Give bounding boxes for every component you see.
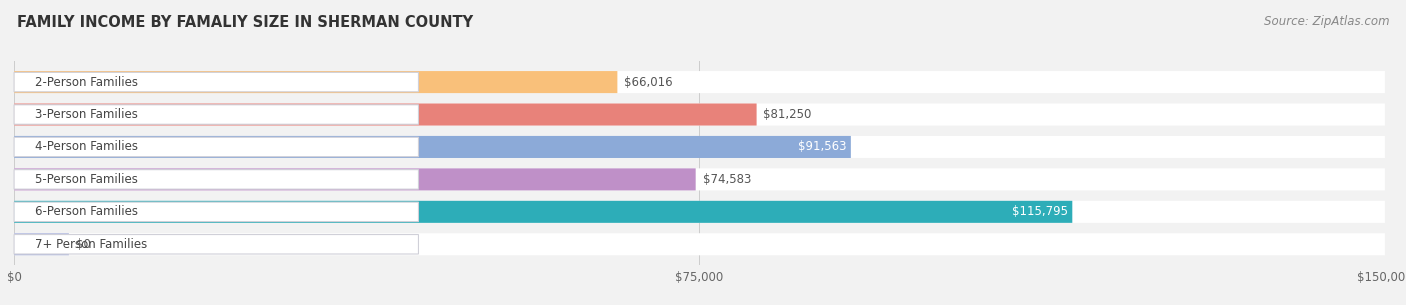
FancyBboxPatch shape [14, 103, 1385, 126]
Text: 6-Person Families: 6-Person Families [35, 205, 138, 218]
Text: 3-Person Families: 3-Person Families [35, 108, 138, 121]
FancyBboxPatch shape [14, 103, 756, 126]
Text: 5-Person Families: 5-Person Families [35, 173, 138, 186]
FancyBboxPatch shape [14, 136, 1385, 158]
FancyBboxPatch shape [14, 168, 1385, 190]
Text: $0: $0 [76, 238, 90, 251]
Text: $91,563: $91,563 [799, 141, 846, 153]
FancyBboxPatch shape [14, 233, 69, 255]
FancyBboxPatch shape [14, 105, 419, 124]
Text: 7+ Person Families: 7+ Person Families [35, 238, 146, 251]
Text: 4-Person Families: 4-Person Families [35, 141, 138, 153]
Text: $74,583: $74,583 [703, 173, 751, 186]
FancyBboxPatch shape [14, 71, 617, 93]
FancyBboxPatch shape [14, 235, 419, 254]
FancyBboxPatch shape [14, 71, 1385, 93]
Text: FAMILY INCOME BY FAMALIY SIZE IN SHERMAN COUNTY: FAMILY INCOME BY FAMALIY SIZE IN SHERMAN… [17, 15, 472, 30]
FancyBboxPatch shape [14, 72, 419, 92]
Text: $81,250: $81,250 [763, 108, 811, 121]
Text: 2-Person Families: 2-Person Families [35, 76, 138, 88]
FancyBboxPatch shape [14, 136, 851, 158]
FancyBboxPatch shape [14, 202, 419, 221]
FancyBboxPatch shape [14, 201, 1385, 223]
Text: $66,016: $66,016 [624, 76, 673, 88]
Text: $115,795: $115,795 [1012, 205, 1069, 218]
FancyBboxPatch shape [14, 233, 1385, 255]
FancyBboxPatch shape [14, 170, 419, 189]
Text: Source: ZipAtlas.com: Source: ZipAtlas.com [1264, 15, 1389, 28]
FancyBboxPatch shape [14, 137, 419, 157]
FancyBboxPatch shape [14, 168, 696, 190]
FancyBboxPatch shape [14, 201, 1073, 223]
